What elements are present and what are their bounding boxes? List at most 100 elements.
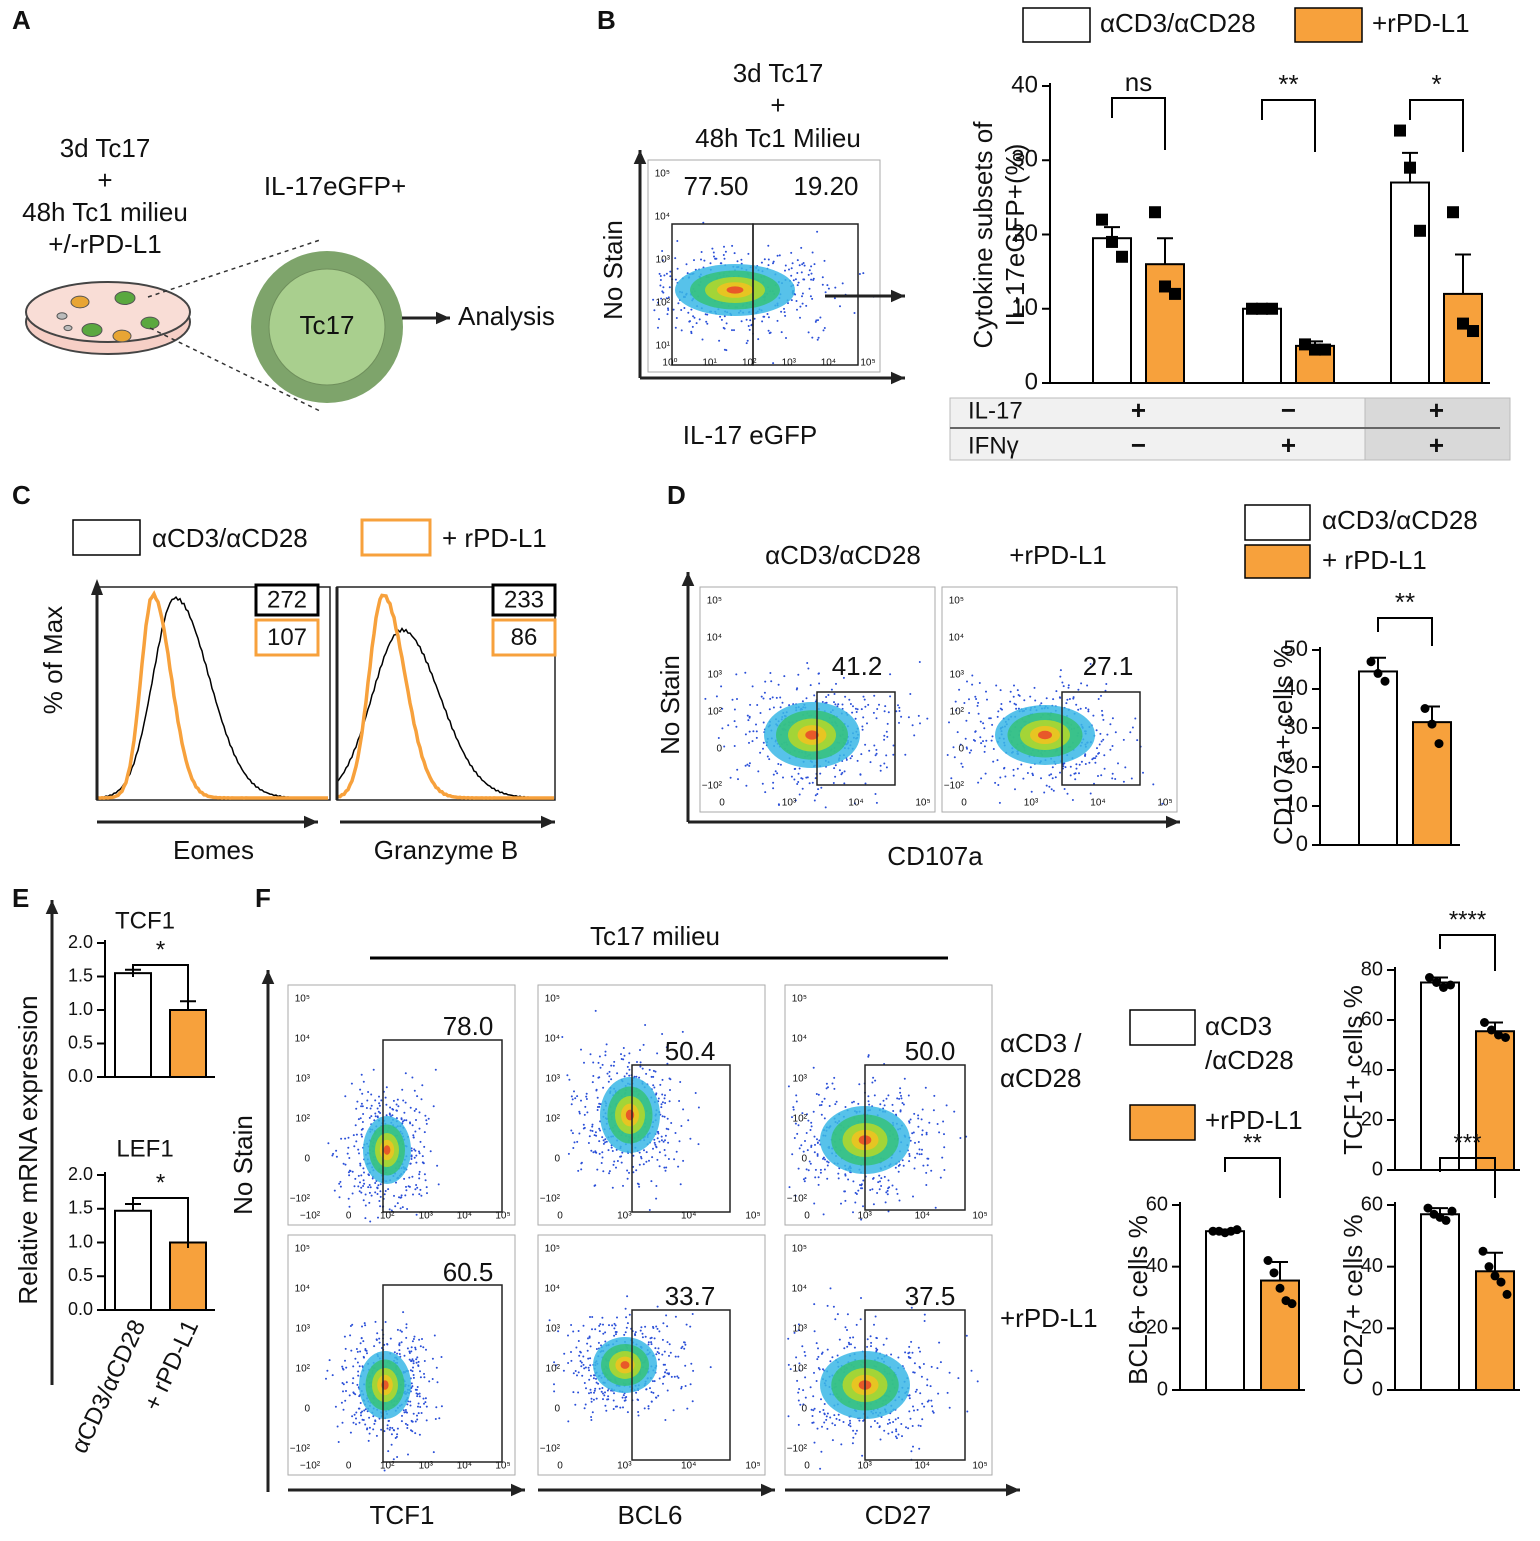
event-dot bbox=[360, 1174, 363, 1177]
event-dot bbox=[883, 734, 886, 737]
event-dot bbox=[771, 696, 774, 699]
event-dot bbox=[657, 326, 659, 329]
event-dot bbox=[663, 1166, 666, 1169]
event-dot bbox=[628, 1068, 631, 1071]
event-dot bbox=[653, 1380, 656, 1383]
event-dot bbox=[399, 1207, 402, 1210]
event-dot bbox=[358, 1152, 360, 1155]
event-dot bbox=[797, 1391, 800, 1394]
event-dot bbox=[838, 1338, 841, 1341]
event-dot bbox=[641, 1336, 644, 1339]
event-dot bbox=[812, 1395, 815, 1398]
flow-frame bbox=[784, 1234, 993, 1476]
event-dot bbox=[908, 1345, 911, 1348]
event-dot bbox=[883, 1429, 886, 1432]
event-dot bbox=[691, 325, 694, 328]
event-dot bbox=[673, 1375, 676, 1378]
event-dot bbox=[345, 1390, 347, 1392]
flow-x-tick: −10² bbox=[300, 1211, 321, 1222]
event-dot bbox=[1004, 775, 1007, 778]
event-dot bbox=[909, 1139, 912, 1142]
event-dot bbox=[410, 1147, 413, 1150]
event-dot bbox=[392, 1099, 395, 1102]
event-dot bbox=[770, 680, 773, 683]
event-dot bbox=[1114, 731, 1117, 734]
event-dot bbox=[387, 1450, 390, 1453]
density-level bbox=[383, 1145, 391, 1155]
event-dot bbox=[383, 1193, 386, 1196]
event-dot bbox=[662, 286, 665, 289]
event-dot bbox=[588, 1378, 591, 1381]
event-dot bbox=[636, 1061, 638, 1063]
data-point bbox=[1425, 973, 1434, 982]
event-dot bbox=[680, 1046, 683, 1049]
event-dot bbox=[674, 1132, 677, 1134]
event-dot bbox=[746, 339, 749, 342]
event-dot bbox=[760, 261, 763, 264]
event-dot bbox=[847, 1341, 850, 1344]
event-dot bbox=[361, 1127, 364, 1130]
event-dot bbox=[795, 1094, 798, 1097]
event-dot bbox=[602, 1323, 604, 1326]
event-dot bbox=[823, 1421, 826, 1424]
event-dot bbox=[650, 1343, 653, 1346]
event-dot bbox=[930, 1399, 933, 1402]
event-dot bbox=[412, 1134, 415, 1137]
event-dot bbox=[660, 297, 663, 300]
event-dot bbox=[733, 720, 736, 723]
event-dot bbox=[431, 1378, 434, 1380]
flow-y-tick: −10² bbox=[787, 1194, 808, 1205]
event-dot bbox=[811, 1421, 814, 1424]
event-dot bbox=[1034, 699, 1037, 702]
event-dot bbox=[667, 1141, 670, 1144]
event-dot bbox=[1013, 702, 1016, 705]
event-dot bbox=[831, 1422, 834, 1425]
event-dot bbox=[655, 1353, 658, 1356]
event-dot bbox=[991, 723, 994, 726]
gate-percent: 60.5 bbox=[443, 1257, 494, 1287]
event-dot bbox=[574, 1097, 577, 1100]
event-dot bbox=[396, 1109, 398, 1112]
event-dot bbox=[412, 1412, 415, 1415]
event-dot bbox=[784, 264, 787, 267]
bar bbox=[169, 1009, 207, 1078]
event-dot bbox=[674, 257, 677, 260]
event-dot bbox=[830, 688, 833, 691]
event-dot bbox=[804, 1354, 807, 1357]
event-dot bbox=[608, 1172, 611, 1175]
event-dot bbox=[407, 1453, 409, 1456]
event-dot bbox=[625, 1326, 628, 1329]
event-dot bbox=[680, 1387, 683, 1390]
event-dot bbox=[436, 1164, 439, 1167]
event-dot bbox=[349, 1325, 352, 1327]
event-dot bbox=[592, 1377, 595, 1380]
density-level bbox=[620, 1361, 630, 1369]
event-dot bbox=[880, 1177, 883, 1180]
event-dot bbox=[855, 1323, 858, 1326]
event-dot bbox=[674, 326, 677, 329]
event-dot bbox=[643, 1407, 646, 1410]
event-dot bbox=[797, 1167, 800, 1170]
event-dot bbox=[637, 1414, 640, 1417]
event-dot bbox=[1084, 707, 1087, 709]
significance: ** bbox=[1278, 69, 1298, 99]
event-dot bbox=[388, 1113, 391, 1116]
error-bar bbox=[1487, 1251, 1503, 1272]
event-dot bbox=[658, 1165, 661, 1168]
event-dot bbox=[353, 1185, 356, 1188]
event-dot bbox=[852, 1436, 855, 1439]
event-dot bbox=[706, 322, 709, 325]
event-dot bbox=[824, 291, 827, 294]
event-dot bbox=[680, 1347, 683, 1350]
flow-y-tick: 10⁵ bbox=[949, 596, 964, 607]
event-dot bbox=[723, 348, 726, 351]
event-dot bbox=[410, 1359, 413, 1362]
event-dot bbox=[396, 1427, 399, 1430]
event-dot bbox=[836, 1313, 839, 1316]
event-dot bbox=[436, 1381, 439, 1384]
event-dot bbox=[641, 1067, 644, 1070]
event-dot bbox=[763, 691, 766, 694]
event-dot bbox=[762, 747, 764, 750]
event-dot bbox=[665, 1046, 668, 1049]
event-dot bbox=[857, 1189, 860, 1192]
